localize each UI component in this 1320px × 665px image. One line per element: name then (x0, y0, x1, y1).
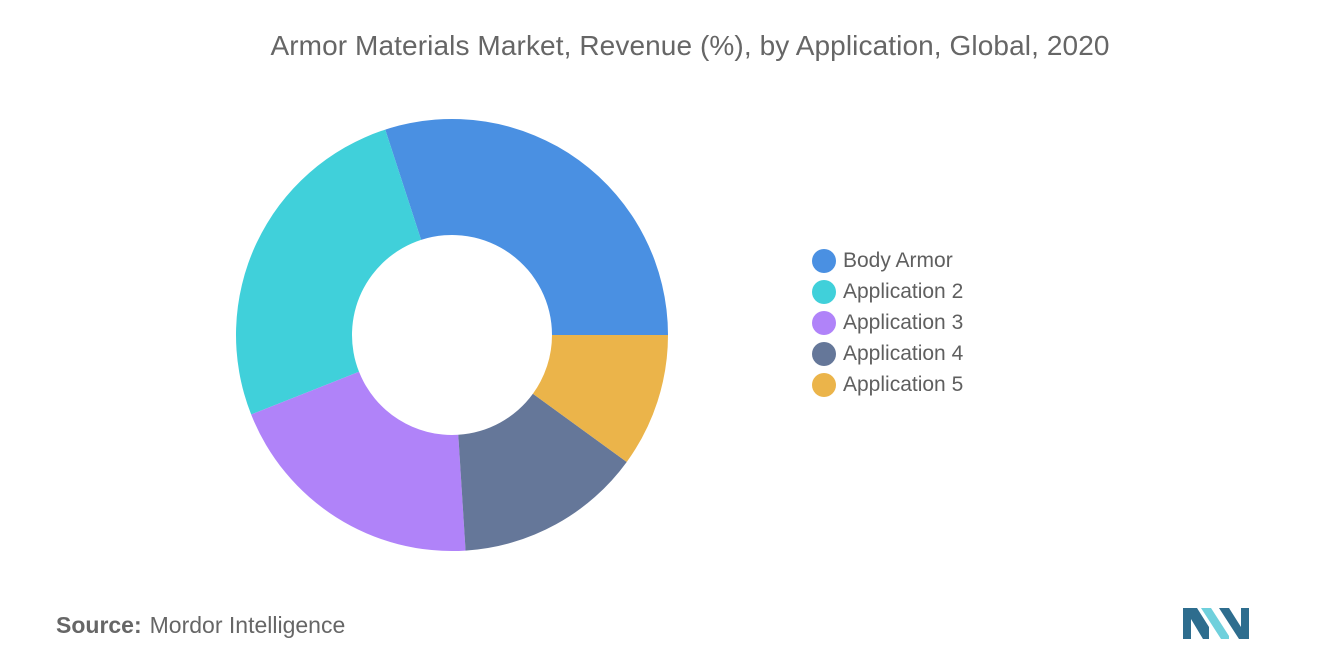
legend-item: Body Armor (812, 245, 963, 276)
source-note: Source: Mordor Intelligence (56, 612, 345, 639)
legend-label: Application 2 (843, 279, 964, 303)
source-text: Mordor Intelligence (149, 612, 346, 638)
mordor-intelligence-logo-icon (1183, 608, 1249, 639)
legend-swatch (812, 372, 836, 397)
legend-swatch (812, 279, 836, 304)
legend-swatch (812, 248, 836, 273)
legend-item: Application 4 (812, 338, 963, 369)
chart-title: Armor Materials Market, Revenue (%), by … (270, 30, 1110, 61)
donut-slice-application-4 (458, 393, 627, 551)
legend-swatch (812, 341, 836, 366)
donut-slice-body-armor (385, 119, 668, 335)
donut-slice-application-5 (532, 335, 668, 462)
legend-item: Application 3 (812, 307, 963, 338)
legend-item: Application 5 (812, 369, 963, 400)
donut-slice-application-2 (235, 129, 422, 415)
legend-label: Body Armor (843, 248, 953, 272)
chart-legend: Body Armor Application 2 Application 3 Appl… (812, 245, 963, 400)
logo-left-stroke (1183, 608, 1209, 639)
donut-slice-application-3 (251, 371, 466, 551)
legend-label: Application 5 (843, 372, 964, 396)
legend-label: Application 3 (843, 310, 964, 334)
source-label: Source: (56, 612, 142, 638)
legend-swatch (812, 310, 836, 335)
legend-item: Application 2 (812, 276, 963, 307)
legend-label: Application 4 (843, 341, 964, 365)
logo-middle-stroke (1201, 608, 1229, 639)
logo-right-stroke (1219, 608, 1249, 639)
